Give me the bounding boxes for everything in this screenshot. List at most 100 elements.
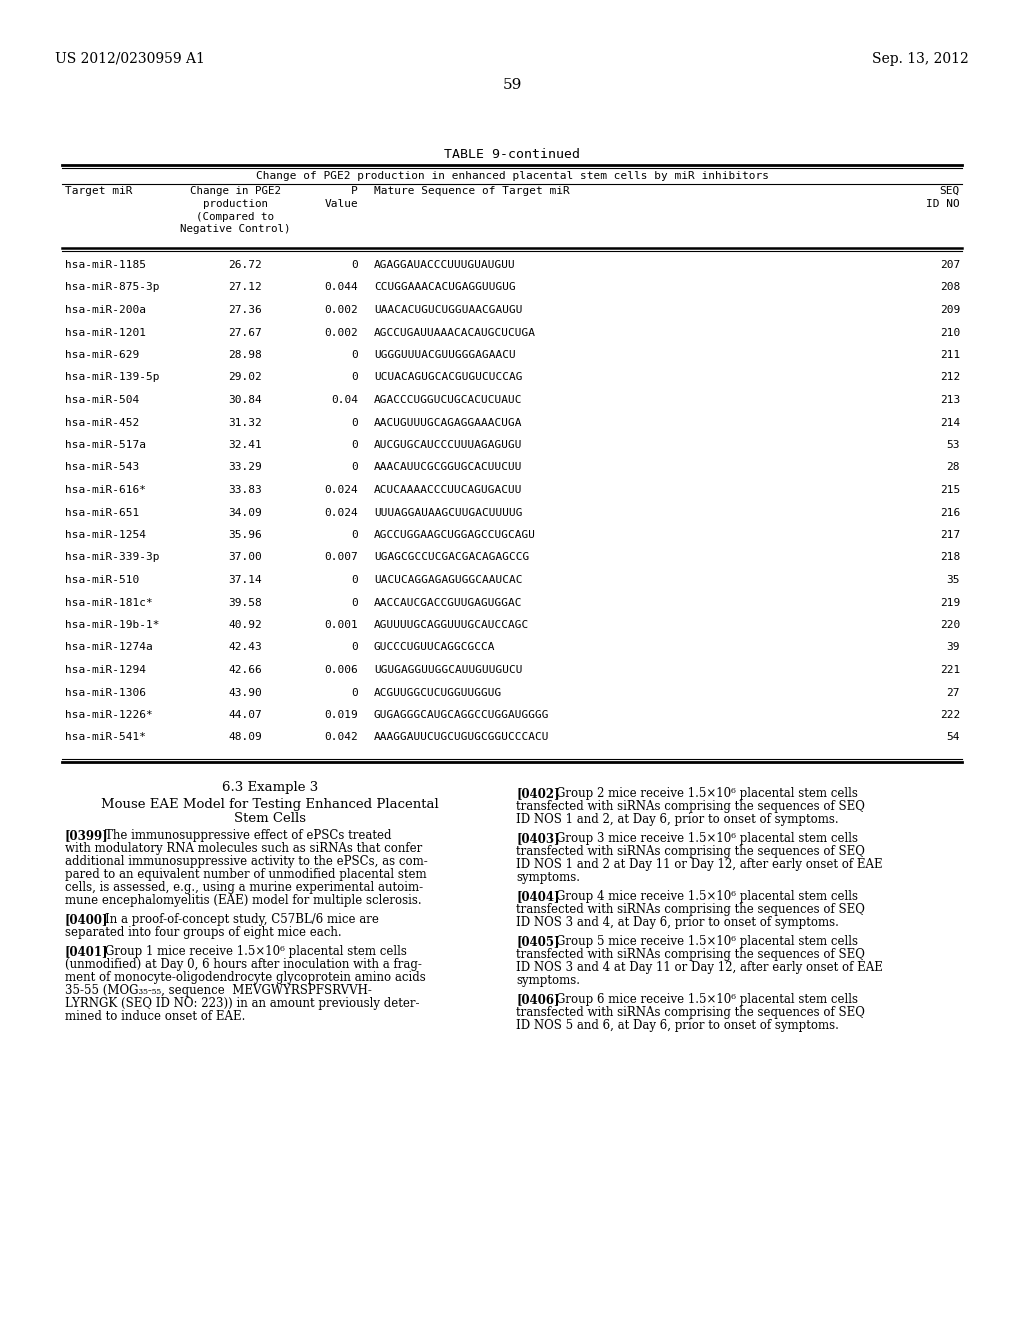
Text: P
Value: P Value	[325, 186, 358, 209]
Text: [0400]: [0400]	[65, 913, 109, 927]
Text: US 2012/0230959 A1: US 2012/0230959 A1	[55, 51, 205, 66]
Text: 207: 207	[940, 260, 961, 271]
Text: 0: 0	[351, 440, 358, 450]
Text: 209: 209	[940, 305, 961, 315]
Text: AGCCUGAUUAAACACAUGCUCUGA: AGCCUGAUUAAACACAUGCUCUGA	[374, 327, 536, 338]
Text: hsa-miR-19b-1*: hsa-miR-19b-1*	[65, 620, 160, 630]
Text: 0.002: 0.002	[325, 305, 358, 315]
Text: Stem Cells: Stem Cells	[234, 812, 306, 825]
Text: separated into four groups of eight mice each.: separated into four groups of eight mice…	[65, 927, 342, 939]
Text: 35: 35	[946, 576, 961, 585]
Text: 26.72: 26.72	[228, 260, 262, 271]
Text: 29.02: 29.02	[228, 372, 262, 383]
Text: [0406]: [0406]	[516, 993, 559, 1006]
Text: AGCCUGGAAGCUGGAGCCUGCAGU: AGCCUGGAAGCUGGAGCCUGCAGU	[374, 531, 536, 540]
Text: cells, is assessed, e.g., using a murine experimental autoim-: cells, is assessed, e.g., using a murine…	[65, 880, 423, 894]
Text: UGAGCGCCUCGACGACAGAGCCG: UGAGCGCCUCGACGACAGAGCCG	[374, 553, 529, 562]
Text: additional immunosuppressive activity to the ePSCs, as com-: additional immunosuppressive activity to…	[65, 855, 428, 869]
Text: 27: 27	[946, 688, 961, 697]
Text: 34.09: 34.09	[228, 507, 262, 517]
Text: 219: 219	[940, 598, 961, 607]
Text: SEQ
ID NO: SEQ ID NO	[927, 186, 961, 209]
Text: ACUCAAAACCCUUCAGUGACUU: ACUCAAAACCCUUCAGUGACUU	[374, 484, 522, 495]
Text: hsa-miR-875-3p: hsa-miR-875-3p	[65, 282, 160, 293]
Text: hsa-miR-200a: hsa-miR-200a	[65, 305, 146, 315]
Text: CCUGGAAACACUGAGGUUGUG: CCUGGAAACACUGAGGUUGUG	[374, 282, 516, 293]
Text: 0: 0	[351, 531, 358, 540]
Text: 0: 0	[351, 598, 358, 607]
Text: 30.84: 30.84	[228, 395, 262, 405]
Text: transfected with siRNAs comprising the sequences of SEQ: transfected with siRNAs comprising the s…	[516, 948, 865, 961]
Text: Mouse EAE Model for Testing Enhanced Placental: Mouse EAE Model for Testing Enhanced Pla…	[101, 799, 439, 810]
Text: 212: 212	[940, 372, 961, 383]
Text: 0: 0	[351, 576, 358, 585]
Text: hsa-miR-541*: hsa-miR-541*	[65, 733, 146, 742]
Text: 0.024: 0.024	[325, 484, 358, 495]
Text: 35-55 (MOG₃₅-₅₅, sequence  MEVGWYRSPFSRVVH-: 35-55 (MOG₃₅-₅₅, sequence MEVGWYRSPFSRVV…	[65, 983, 372, 997]
Text: transfected with siRNAs comprising the sequences of SEQ: transfected with siRNAs comprising the s…	[516, 845, 865, 858]
Text: 0.024: 0.024	[325, 507, 358, 517]
Text: hsa-miR-629: hsa-miR-629	[65, 350, 139, 360]
Text: Mature Sequence of Target miR: Mature Sequence of Target miR	[374, 186, 569, 195]
Text: Group 5 mice receive 1.5×10⁶ placental stem cells: Group 5 mice receive 1.5×10⁶ placental s…	[556, 935, 858, 948]
Text: Sep. 13, 2012: Sep. 13, 2012	[872, 51, 969, 66]
Text: AACUGUUUGCAGAGGAAACUGA: AACUGUUUGCAGAGGAAACUGA	[374, 417, 522, 428]
Text: 0.002: 0.002	[325, 327, 358, 338]
Text: 0: 0	[351, 417, 358, 428]
Text: 48.09: 48.09	[228, 733, 262, 742]
Text: hsa-miR-651: hsa-miR-651	[65, 507, 139, 517]
Text: hsa-miR-1226*: hsa-miR-1226*	[65, 710, 153, 719]
Text: 39: 39	[946, 643, 961, 652]
Text: 216: 216	[940, 507, 961, 517]
Text: In a proof-of-concept study, C57BL/6 mice are: In a proof-of-concept study, C57BL/6 mic…	[105, 913, 379, 927]
Text: 0.044: 0.044	[325, 282, 358, 293]
Text: 0.019: 0.019	[325, 710, 358, 719]
Text: ID NOS 5 and 6, at Day 6, prior to onset of symptoms.: ID NOS 5 and 6, at Day 6, prior to onset…	[516, 1019, 839, 1032]
Text: AAACAUUCGCGGUGCACUUCUU: AAACAUUCGCGGUGCACUUCUU	[374, 462, 522, 473]
Text: AAAGGAUUCUGCUGUGCGGUCCCACU: AAAGGAUUCUGCUGUGCGGUCCCACU	[374, 733, 550, 742]
Text: ID NOS 3 and 4 at Day 11 or Day 12, after early onset of EAE: ID NOS 3 and 4 at Day 11 or Day 12, afte…	[516, 961, 883, 974]
Text: Group 6 mice receive 1.5×10⁶ placental stem cells: Group 6 mice receive 1.5×10⁶ placental s…	[556, 993, 858, 1006]
Text: 208: 208	[940, 282, 961, 293]
Text: 6.3 Example 3: 6.3 Example 3	[222, 781, 318, 795]
Text: hsa-miR-139-5p: hsa-miR-139-5p	[65, 372, 160, 383]
Text: ment of monocyte-oligodendrocyte glycoprotein amino acids: ment of monocyte-oligodendrocyte glycopr…	[65, 972, 426, 983]
Text: AACCAUCGACCGUUGAGUGGAC: AACCAUCGACCGUUGAGUGGAC	[374, 598, 522, 607]
Text: 31.32: 31.32	[228, 417, 262, 428]
Text: 27.12: 27.12	[228, 282, 262, 293]
Text: hsa-miR-510: hsa-miR-510	[65, 576, 139, 585]
Text: 210: 210	[940, 327, 961, 338]
Text: 44.07: 44.07	[228, 710, 262, 719]
Text: AUCGUGCAUCCCUUUAGAGUGU: AUCGUGCAUCCCUUUAGAGUGU	[374, 440, 522, 450]
Text: 32.41: 32.41	[228, 440, 262, 450]
Text: hsa-miR-1201: hsa-miR-1201	[65, 327, 146, 338]
Text: 33.29: 33.29	[228, 462, 262, 473]
Text: hsa-miR-452: hsa-miR-452	[65, 417, 139, 428]
Text: 39.58: 39.58	[228, 598, 262, 607]
Text: 211: 211	[940, 350, 961, 360]
Text: UCUACAGUGCACGUGUCUCCAG: UCUACAGUGCACGUGUCUCCAG	[374, 372, 522, 383]
Text: [0403]: [0403]	[516, 832, 560, 845]
Text: 27.36: 27.36	[228, 305, 262, 315]
Text: Group 2 mice receive 1.5×10⁶ placental stem cells: Group 2 mice receive 1.5×10⁶ placental s…	[556, 787, 858, 800]
Text: 59: 59	[503, 78, 521, 92]
Text: 0: 0	[351, 643, 358, 652]
Text: [0401]: [0401]	[65, 945, 109, 958]
Text: 27.67: 27.67	[228, 327, 262, 338]
Text: AGAGGAUACCCUUUGUAUGUU: AGAGGAUACCCUUUGUAUGUU	[374, 260, 516, 271]
Text: 0.04: 0.04	[331, 395, 358, 405]
Text: UAACACUGUCUGGUAACGAUGU: UAACACUGUCUGGUAACGAUGU	[374, 305, 522, 315]
Text: GUCCCUGUUCAGGCGCCA: GUCCCUGUUCAGGCGCCA	[374, 643, 496, 652]
Text: [0402]: [0402]	[516, 787, 560, 800]
Text: 222: 222	[940, 710, 961, 719]
Text: Group 1 mice receive 1.5×10⁶ placental stem cells: Group 1 mice receive 1.5×10⁶ placental s…	[105, 945, 407, 958]
Text: 0: 0	[351, 260, 358, 271]
Text: 33.83: 33.83	[228, 484, 262, 495]
Text: 43.90: 43.90	[228, 688, 262, 697]
Text: [0404]: [0404]	[516, 890, 559, 903]
Text: 0.001: 0.001	[325, 620, 358, 630]
Text: [0399]: [0399]	[65, 829, 109, 842]
Text: TABLE 9-continued: TABLE 9-continued	[444, 148, 580, 161]
Text: 220: 220	[940, 620, 961, 630]
Text: Target miR: Target miR	[65, 186, 132, 195]
